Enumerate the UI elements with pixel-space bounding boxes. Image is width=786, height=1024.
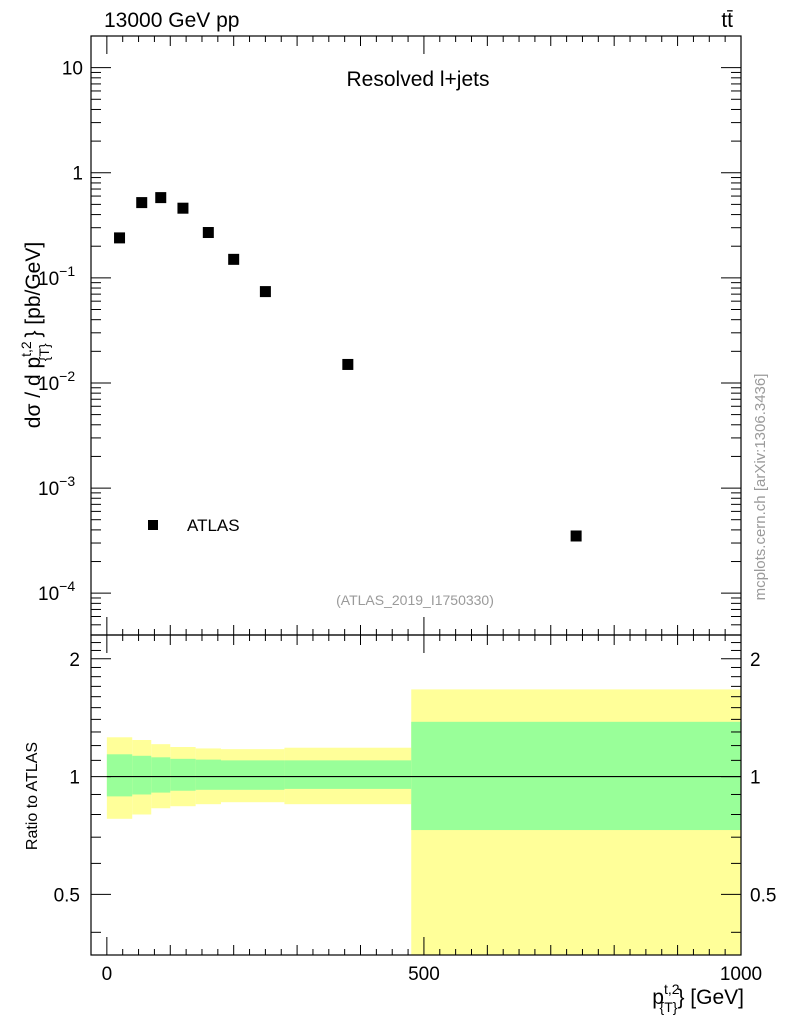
data-point-4 [202,227,214,239]
main-frame [90,35,742,636]
axes-layer: 0 500 1000 10 1 10−1 10−2 10−3 10−4 0.5 0.5 1 1 2 2 [38,35,776,985]
ratio-y-tick-label: 0.5 [54,885,80,906]
data-point-7 [342,358,354,370]
ratio-y-tick-label-right: 2 [750,650,761,671]
x-axis-label: pt,2 {T}} [GeV] [652,981,744,1015]
y-tick-label: 10−3 [38,473,75,500]
ratio-y-tick-label-right: 1 [750,768,761,789]
ratio-y-axis-label: Ratio to ATLAS [24,742,41,850]
x-tick-label: 500 [408,964,440,985]
y-tick-label: 10 [62,59,83,80]
data-point-3 [177,202,189,214]
ratio-plot-area [106,689,741,955]
y-tick-label: 10−1 [38,263,75,290]
energy-label: 13000 GeV pp [104,9,239,32]
main-plot-area [114,192,582,542]
x-tick-label: 1000 [720,964,762,985]
y-tick-label: 10−2 [38,368,75,395]
ratio-frame [90,634,742,956]
data-point-8 [570,530,582,542]
legend-label-atlas: ATLAS [187,516,240,535]
process-label: tt̄ [721,9,733,32]
side-watermark: mcplots.cern.ch [arXiv:1306.3436] [752,374,769,601]
ratio-inner-band-6 [284,760,412,789]
y-tick-label: 10−4 [38,578,75,605]
ratio-y-tick-label: 1 [69,768,80,789]
analysis-id: (ATLAS_2019_I1750330) [336,592,494,608]
y-tick-label: 1 [72,164,83,185]
ratio-inner-band-7 [411,721,741,831]
data-point-5 [228,253,240,265]
ratio-inner-band-3 [170,758,196,791]
ratio-inner-band-2 [151,757,171,793]
data-point-0 [114,232,126,244]
ratio-inner-band-1 [132,755,152,795]
x-tick-label: 0 [102,964,113,985]
ratio-y-tick-label: 2 [69,650,80,671]
data-point-6 [259,286,271,298]
ratio-y-tick-label-right: 0.5 [750,885,776,906]
data-point-1 [136,197,148,209]
ratio-inner-band-0 [106,754,133,797]
data-point-2 [155,192,167,204]
legend-marker [148,520,158,530]
svg-text:pt,2{T}} [GeV]: pt,2 {T}} [GeV] [652,981,744,1015]
chart-title: Resolved l+jets [347,68,490,91]
ratio-inner-band-5 [221,760,285,790]
ratio-inner-band-4 [195,759,221,790]
